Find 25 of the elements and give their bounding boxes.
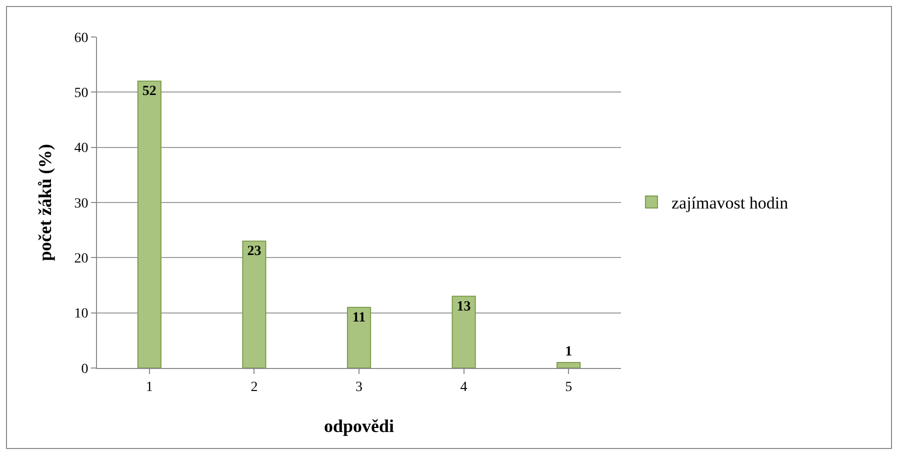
bar — [556, 362, 581, 368]
data-label: 13 — [456, 299, 471, 314]
legend-label: zajímavost hodin — [671, 194, 789, 213]
y-tick-label: 50 — [74, 86, 88, 102]
bar — [242, 240, 266, 368]
data-label: 1 — [565, 344, 572, 360]
x-axis-title: odpovědi — [324, 416, 394, 436]
y-tick-label: 40 — [74, 141, 88, 156]
y-tick-label: 30 — [74, 196, 88, 212]
x-tick-label: 4 — [460, 380, 468, 395]
y-tick-label: 0 — [81, 362, 88, 377]
x-tick-label: 3 — [356, 380, 362, 395]
x-tick-label: 5 — [565, 380, 572, 395]
data-label: 52 — [142, 84, 156, 100]
y-tick-label: 60 — [74, 30, 88, 46]
y-tick-label: 20 — [74, 252, 88, 267]
x-tick-label: 2 — [250, 380, 258, 395]
bar — [346, 306, 372, 368]
y-axis-title: počet žáků (%) — [35, 144, 55, 261]
x-tick-label: 1 — [146, 380, 153, 395]
y-tick-label: 10 — [74, 306, 88, 322]
bar — [452, 296, 476, 368]
data-label: 11 — [352, 310, 366, 326]
bar — [137, 80, 162, 368]
data-label: 23 — [247, 244, 262, 260]
